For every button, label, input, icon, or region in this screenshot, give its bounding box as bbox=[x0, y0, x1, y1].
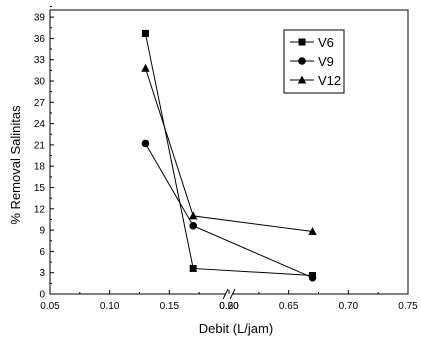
y-tick-label: 30 bbox=[34, 77, 46, 88]
data-point-v9 bbox=[189, 222, 197, 230]
y-tick-label: 3 bbox=[39, 268, 45, 279]
x-tick-label: 0.10 bbox=[100, 301, 120, 312]
axis-break-mark bbox=[229, 288, 236, 300]
x-tick-label: 0.20 bbox=[219, 301, 239, 312]
series-line-v9 bbox=[145, 143, 313, 279]
x-tick-label: 0.65 bbox=[279, 301, 299, 312]
axis-break-mark bbox=[222, 288, 229, 300]
y-tick-label: 6 bbox=[39, 247, 45, 258]
y-tick-label: 9 bbox=[39, 226, 45, 237]
data-point-v9 bbox=[141, 139, 150, 148]
y-tick-label: 36 bbox=[34, 34, 46, 45]
y-tick-label: 24 bbox=[34, 119, 46, 130]
data-point-v12 bbox=[308, 227, 317, 236]
legend-marker-v6 bbox=[298, 38, 306, 46]
x-tick-label: 0.70 bbox=[339, 301, 359, 312]
y-tick-label: 12 bbox=[34, 204, 46, 215]
plot-border bbox=[49, 9, 409, 295]
y-tick-label: 18 bbox=[34, 162, 46, 173]
legend-marker-v12 bbox=[297, 75, 307, 84]
x-axis-ticks: 0.05 0.10 0.15 0.200.60 0.65 0.70 0.75 bbox=[40, 290, 418, 312]
legend: V6 V9 V12 bbox=[283, 29, 345, 94]
y-tick-label: 15 bbox=[34, 183, 46, 194]
data-point-v9 bbox=[308, 273, 317, 282]
x-axis-label: Debit (L/jam) bbox=[199, 321, 273, 336]
y-axis-label: % Removal Salinitas bbox=[8, 105, 23, 225]
x-tick-label: 0.15 bbox=[160, 301, 180, 312]
y-tick-label: 0 bbox=[39, 290, 45, 301]
y-tick-label: 21 bbox=[34, 140, 46, 151]
data-point-v12 bbox=[141, 63, 150, 72]
legend-label-v6: V6 bbox=[318, 35, 334, 50]
y-tick-label: 33 bbox=[34, 55, 46, 66]
plot-frame bbox=[49, 9, 409, 300]
data-point-v12 bbox=[189, 211, 198, 220]
x-tick-label: 0.05 bbox=[40, 301, 60, 312]
x-tick-label: 0.60 bbox=[219, 301, 239, 312]
data-point-v6 bbox=[189, 264, 197, 272]
legend-marker-v9 bbox=[298, 57, 306, 65]
x-tick-label: 0.75 bbox=[398, 301, 418, 312]
legend-label-v9: V9 bbox=[318, 54, 334, 69]
data-point-v6 bbox=[141, 29, 149, 37]
series-markers bbox=[141, 29, 317, 282]
y-tick-label: 39 bbox=[34, 13, 46, 24]
legend-label-v12: V12 bbox=[318, 73, 341, 88]
y-tick-label: 27 bbox=[34, 98, 46, 109]
